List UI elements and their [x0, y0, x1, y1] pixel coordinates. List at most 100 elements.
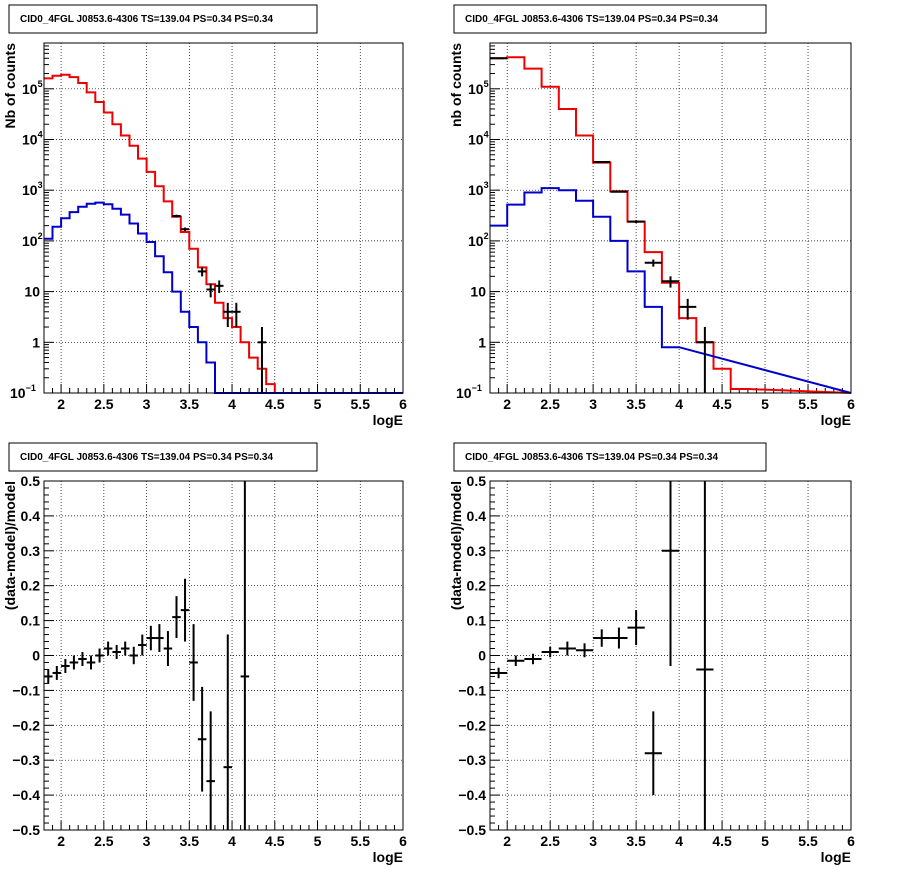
- plot-frame: [489, 480, 852, 831]
- data-point: [541, 646, 559, 658]
- x-tick-label: 5.5: [351, 396, 371, 412]
- plot-frame: [43, 480, 404, 831]
- data-point: [52, 665, 62, 680]
- chart-panel-4: 2 2.5 3 3.5 4 4.5 5 5.5 6 0.5 0.4 0.3 0.2 0.1 0 −0.1 −0.…: [448, 442, 855, 865]
- data-point: [644, 259, 662, 267]
- data-point: [214, 280, 224, 293]
- chart-panel-2: 2 2.5 3 3.5 4 4.5 5 5.5 6 10−1 1 10 102 103 104 105 logE…: [448, 4, 855, 428]
- y-axis-label: nb of counts: [448, 43, 464, 127]
- x-tick-label: 4: [675, 833, 683, 849]
- data-point: [661, 481, 680, 666]
- y-tick-label: 0: [32, 648, 40, 664]
- x-tick-label: 2: [503, 833, 511, 849]
- x-tick-label: 6: [399, 833, 407, 849]
- y-tick-label: 0.2: [21, 578, 41, 594]
- data-point: [524, 653, 542, 665]
- x-tick-label: 3: [589, 833, 597, 849]
- data-point: [155, 624, 164, 653]
- data-point: [627, 610, 645, 646]
- x-tick-label: 3.5: [626, 833, 646, 849]
- data-point: [163, 631, 173, 666]
- data-points: [490, 481, 714, 830]
- chart-panel-1: 2 2.5 3 3.5 4 4.5 5 5.5 6 10−1 1 10 102 103 104 105 logE…: [2, 4, 407, 428]
- x-tick-label: 5: [314, 396, 322, 412]
- x-tick-label: 3: [143, 833, 151, 849]
- x-tick-label: 4.5: [712, 396, 732, 412]
- x-tick-label: 6: [399, 396, 407, 412]
- y-tick-label: 104: [468, 129, 489, 147]
- data-point: [61, 658, 70, 673]
- title-box: [453, 442, 767, 472]
- chart-title: CID0_4FGL J0853.6-4306 TS=139.04 PS=0.34…: [465, 452, 718, 463]
- data-point: [44, 669, 53, 684]
- x-tick-label: 2.5: [540, 833, 560, 849]
- y-tick-label: 0.4: [21, 508, 41, 524]
- data-point: [610, 627, 628, 649]
- x-tick-label: 5: [761, 396, 769, 412]
- data-points: [172, 214, 267, 393]
- series-histogram-2: [44, 201, 403, 394]
- x-tick-label: 5.5: [798, 396, 818, 412]
- y-tick-label: 104: [22, 129, 43, 147]
- x-tick-label: 3.5: [180, 833, 200, 849]
- data-point: [112, 645, 121, 659]
- y-axis-label: Nb of counts: [2, 43, 18, 129]
- y-tick-label: 0.3: [467, 543, 487, 559]
- y-axis-label: (data-model)/model: [2, 481, 18, 610]
- y-tick-label: −0.1: [458, 682, 486, 698]
- y-tick-label: 103: [468, 180, 489, 198]
- x-tick-label: 6: [847, 833, 855, 849]
- data-point: [558, 641, 576, 656]
- x-tick-label: 4: [228, 833, 236, 849]
- x-tick-label: 3.5: [626, 396, 646, 412]
- data-point: [223, 634, 233, 830]
- data-point: [86, 655, 96, 670]
- y-tick-label: 0.5: [21, 473, 41, 489]
- y-tick-label: −0.3: [458, 752, 486, 768]
- x-tick-label: 3: [589, 396, 597, 412]
- x-tick-label: 5: [314, 833, 322, 849]
- chart-title: CID0_4FGL J0853.6-4306 TS=139.04 PS=0.34…: [465, 14, 718, 25]
- y-tick-label: −0.5: [12, 822, 40, 838]
- y-tick-label: 0.5: [467, 473, 487, 489]
- data-point: [138, 634, 147, 656]
- data-point: [206, 283, 215, 298]
- data-point: [197, 686, 207, 792]
- y-tick-label: 1: [478, 334, 486, 350]
- data-point: [69, 655, 79, 670]
- x-tick-label: 6: [847, 396, 855, 412]
- data-point: [696, 327, 714, 393]
- y-tick-label: −0.2: [12, 717, 40, 733]
- chart-title: CID0_4FGL J0853.6-4306 TS=139.04 PS=0.34…: [20, 14, 273, 25]
- x-tick-label: 3.5: [180, 396, 200, 412]
- x-tick-label: 5: [761, 833, 769, 849]
- data-point: [610, 190, 628, 193]
- x-tick-label: 4: [675, 396, 683, 412]
- data-point: [696, 481, 714, 830]
- x-axis-label: logE: [373, 412, 403, 428]
- y-tick-label: −0.2: [458, 717, 486, 733]
- x-tick-label: 2.5: [540, 396, 560, 412]
- y-tick-label: 103: [22, 180, 43, 198]
- y-tick-label: 10−1: [10, 383, 36, 401]
- y-tick-label: −0.3: [12, 752, 40, 768]
- x-tick-label: 2: [503, 396, 511, 412]
- data-point: [172, 596, 181, 639]
- y-tick-label: 10−1: [456, 383, 482, 401]
- y-tick-label: 10: [470, 284, 486, 300]
- y-tick-label: 10: [24, 284, 40, 300]
- y-tick-label: −0.1: [12, 682, 40, 698]
- title-box: [453, 4, 767, 34]
- data-point: [197, 267, 207, 277]
- data-point: [490, 667, 508, 679]
- x-tick-label: 2.5: [94, 833, 114, 849]
- y-tick-label: 105: [468, 79, 489, 97]
- data-point: [103, 641, 113, 656]
- data-point: [679, 298, 697, 320]
- x-axis-label: logE: [821, 412, 851, 428]
- y-tick-label: 0.1: [467, 613, 487, 629]
- data-point: [661, 276, 680, 288]
- y-tick-label: 102: [22, 231, 43, 249]
- grid-lines: [490, 43, 851, 393]
- data-point: [593, 160, 611, 163]
